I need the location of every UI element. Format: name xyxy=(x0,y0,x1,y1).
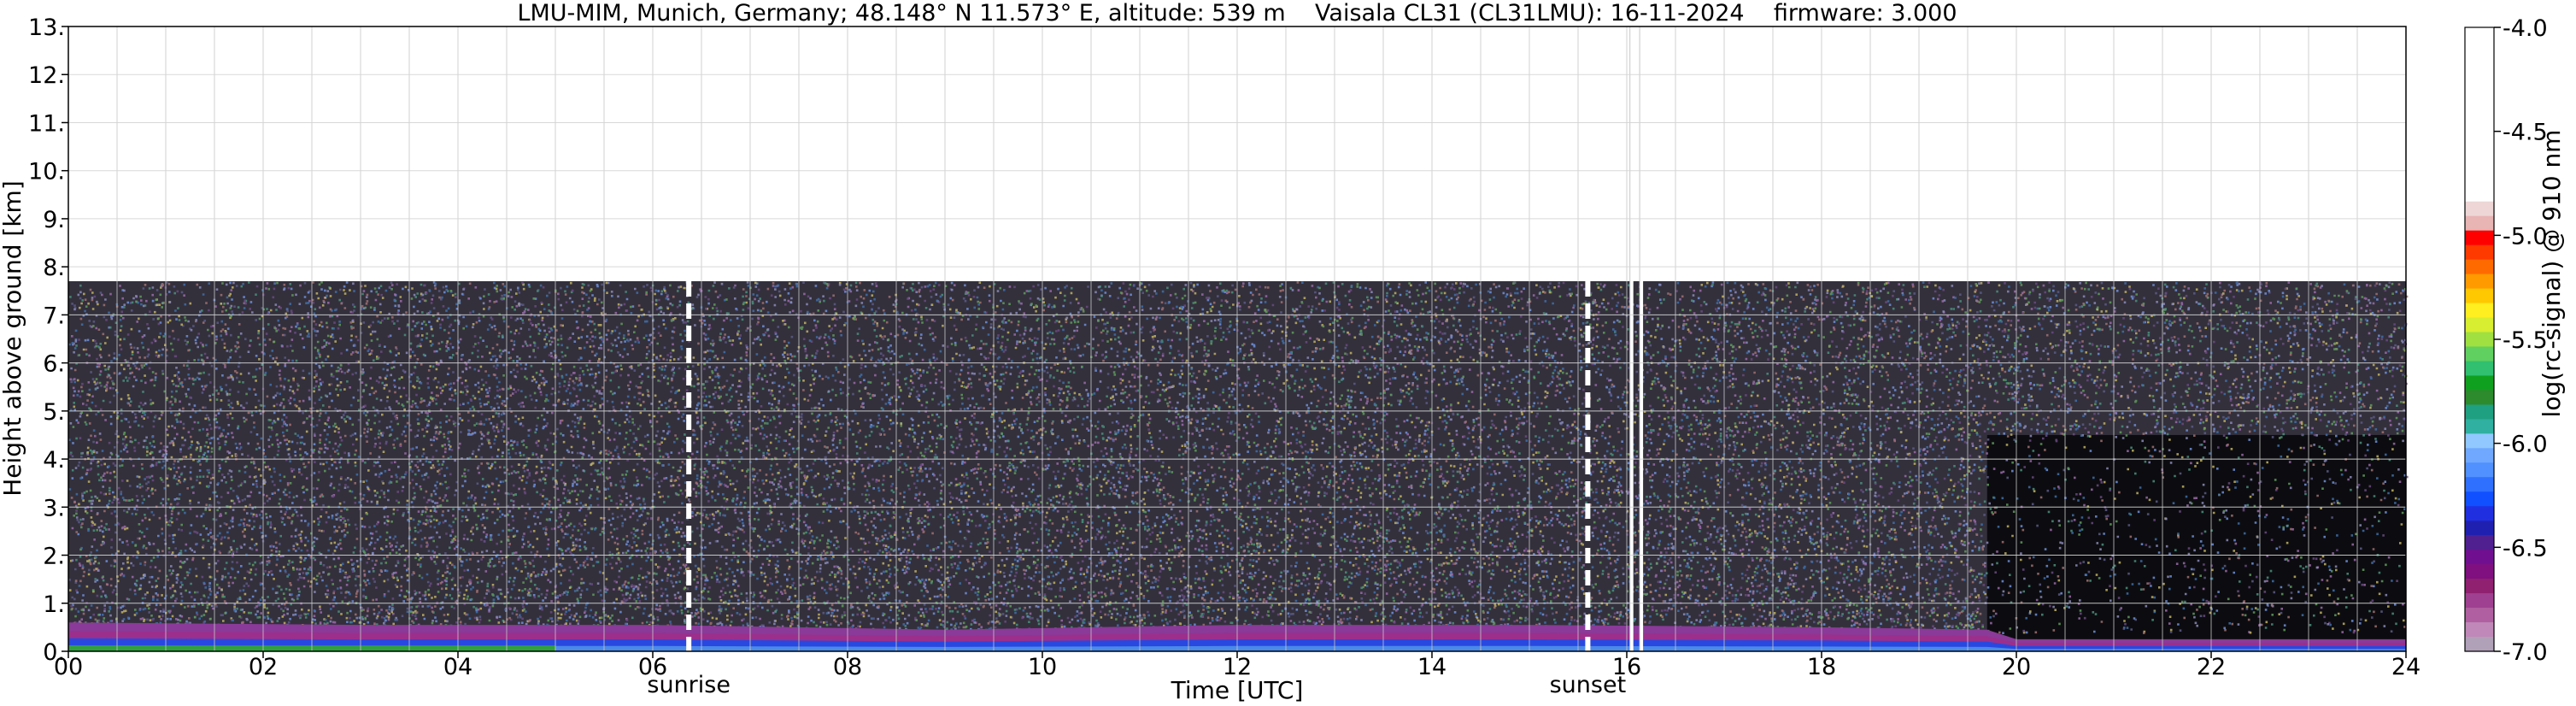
colorbar-segment xyxy=(2465,41,2494,57)
colorbar-segment xyxy=(2465,128,2494,144)
colorbar-segment xyxy=(2465,259,2494,275)
colorbar-segment xyxy=(2465,172,2494,188)
colorbar-segment xyxy=(2465,56,2494,72)
y-tick-label: 13. xyxy=(28,15,65,41)
colorbar-segment xyxy=(2465,622,2494,638)
x-tick-label: 18 xyxy=(1807,654,1836,680)
colorbar-segment xyxy=(2465,317,2494,333)
x-tick-label: 22 xyxy=(2197,654,2226,680)
colorbar-segment xyxy=(2465,550,2494,565)
colorbar-segment xyxy=(2465,404,2494,420)
y-tick-label: 4. xyxy=(43,447,65,474)
x-tick-label: 24 xyxy=(2391,654,2421,680)
x-axis-label: Time [UTC] xyxy=(1171,676,1304,704)
colorbar-segment xyxy=(2465,375,2494,391)
x-tick-label: 08 xyxy=(833,654,862,680)
y-tick-label: 12. xyxy=(28,62,65,89)
colorbar-tick-label: -7.0 xyxy=(2503,639,2548,666)
colorbar-segment xyxy=(2465,274,2494,290)
colorbar-tick-label: -5.0 xyxy=(2503,223,2548,250)
x-tick-label: 02 xyxy=(249,654,278,680)
y-tick-label: 10. xyxy=(28,159,65,185)
colorbar-segment xyxy=(2465,303,2494,319)
colorbar-tick-label: -6.5 xyxy=(2503,535,2548,562)
colorbar-segment xyxy=(2465,491,2494,507)
y-tick-label: 3. xyxy=(43,495,65,521)
y-tick-label: 0. xyxy=(43,639,65,666)
y-tick-label: 6. xyxy=(43,351,65,378)
colorbar-label: log(rc-signal) @ 910 nm xyxy=(2538,130,2566,418)
colorbar-segment xyxy=(2465,433,2494,449)
colorbar-segment xyxy=(2465,85,2494,101)
x-tick-label: 16 xyxy=(1612,654,1641,680)
y-tick-label: 1. xyxy=(43,591,65,618)
x-tick-label: 12 xyxy=(1223,654,1252,680)
sunset-label: sunset xyxy=(1550,672,1627,698)
colorbar-segment xyxy=(2465,579,2494,594)
colorbar-segment xyxy=(2465,244,2494,261)
colorbar-segment xyxy=(2465,201,2494,217)
colorbar-segment xyxy=(2465,521,2494,536)
colorbar-segment xyxy=(2465,506,2494,521)
colorbar-tick-label: -4.5 xyxy=(2503,120,2548,146)
colorbar-segment xyxy=(2465,593,2494,609)
y-axis-ticks: 0. 1. 2. 3. 4. 5. 6. 7. 8. 9. 10. 11. 12. 13. xyxy=(28,15,68,666)
missing-data-line xyxy=(1629,26,1634,651)
x-tick-label: 10 xyxy=(1028,654,1057,680)
y-axis-label: Height above ground [km] xyxy=(0,180,26,497)
x-tick-label: 14 xyxy=(1417,654,1446,680)
x-axis-ticks: 00 02 04 06 08 10 12 14 16 18 20 22 24 xyxy=(54,651,2421,680)
colorbar-segment xyxy=(2465,332,2494,348)
x-tick-label: 00 xyxy=(54,654,83,680)
colorbar-segment xyxy=(2465,390,2494,405)
y-tick-label: 5. xyxy=(43,399,65,426)
y-tick-label: 9. xyxy=(43,207,65,233)
noise-speckles xyxy=(68,281,2408,634)
colorbar-segment xyxy=(2465,535,2494,550)
y-tick-label: 8. xyxy=(43,255,65,281)
colorbar: -4.0 -4.5 -5.0 -5.5 -6.0 -6.5 -7.0 xyxy=(2464,15,2548,666)
sun-markers: sunrise sunset xyxy=(647,281,1626,698)
x-tick-label: 04 xyxy=(443,654,472,680)
colorbar-tick-label: -4.0 xyxy=(2503,15,2548,42)
y-tick-label: 11. xyxy=(28,110,65,137)
y-tick-label: 2. xyxy=(43,544,65,570)
colorbar-segment xyxy=(2465,215,2494,232)
colorbar-segment xyxy=(2465,608,2494,623)
colorbar-segment xyxy=(2465,448,2494,463)
colorbar-segment xyxy=(2465,99,2494,115)
colorbar-segment xyxy=(2465,361,2494,377)
x-tick-label: 20 xyxy=(2002,654,2031,680)
colorbar-tick-label: -5.5 xyxy=(2503,327,2548,354)
noise-speckles xyxy=(68,281,2408,635)
sunrise-label: sunrise xyxy=(647,672,731,698)
colorbar-segment xyxy=(2465,114,2494,130)
colorbar-segment xyxy=(2465,288,2494,304)
colorbar-segment xyxy=(2465,346,2494,362)
colorbar-segment xyxy=(2465,637,2494,652)
y-tick-label: 7. xyxy=(43,303,65,329)
colorbar-segment xyxy=(2465,70,2494,86)
plot-area: sunrise sunset xyxy=(67,26,2409,698)
colorbar-segment xyxy=(2465,143,2494,159)
missing-data-line xyxy=(1640,26,1644,651)
colorbar-segment xyxy=(2465,462,2494,478)
colorbar-segment xyxy=(2465,27,2494,43)
colorbar-segment xyxy=(2465,564,2494,580)
colorbar-segment xyxy=(2465,230,2494,246)
chart-title: LMU-MIM, Munich, Germany; 48.148° N 11.5… xyxy=(517,0,1957,26)
colorbar-segment xyxy=(2465,477,2494,492)
colorbar-tick-label: -6.0 xyxy=(2503,432,2548,458)
x-tick-label: 06 xyxy=(638,654,667,680)
colorbar-segment xyxy=(2465,419,2494,434)
colorbar-segment xyxy=(2465,186,2494,203)
colorbar-segment xyxy=(2465,157,2494,174)
low-signal-region xyxy=(1986,434,2406,651)
